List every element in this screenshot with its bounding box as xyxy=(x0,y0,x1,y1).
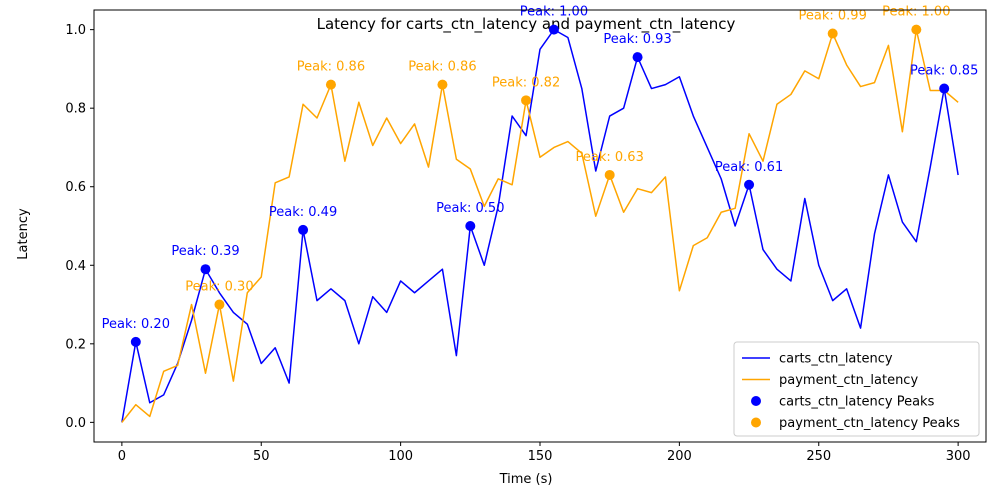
legend-marker-swatch xyxy=(751,396,761,406)
x-tick-label: 250 xyxy=(806,449,831,464)
axes: 0 50 100 150 200 250 300 0.0 0.2 0.4 0.6 0.8 1.0 xyxy=(65,23,970,464)
legend-entry-label: carts_ctn_latency xyxy=(779,352,893,367)
peak-marker xyxy=(130,336,141,347)
x-tick-label: 100 xyxy=(388,449,413,464)
peak-marker xyxy=(200,264,211,275)
legend-entry-label: payment_ctn_latency xyxy=(779,373,918,388)
peak-label: Peak: 0.82 xyxy=(492,75,560,90)
x-axis-title: Time (s) xyxy=(499,472,553,487)
y-tick-label: 0.4 xyxy=(65,259,86,274)
peak-label: Peak: 0.20 xyxy=(102,317,170,332)
y-tick-label: 0.8 xyxy=(65,102,86,117)
peak-label: Peak: 0.63 xyxy=(576,150,644,165)
peak-label: Peak: 0.50 xyxy=(436,201,504,216)
legend: carts_ctn_latency payment_ctn_latencycart… xyxy=(733,341,980,437)
plot-area: Peak: 0.20 Peak: 0.39 Peak: 0.49 Peak: 0.50… xyxy=(102,5,978,423)
x-tick-label: 300 xyxy=(946,449,971,464)
peak-marker xyxy=(521,95,532,106)
peak-label: Peak: 1.00 xyxy=(520,5,588,20)
y-tick-label: 1.0 xyxy=(65,23,86,38)
y-axis-title: Latency xyxy=(16,208,31,260)
peak-marker xyxy=(325,79,336,90)
y-tick-label: 0.6 xyxy=(65,180,86,195)
y-tick-label: 0.0 xyxy=(65,416,86,431)
peak-marker xyxy=(744,179,755,190)
peak-label: Peak: 0.39 xyxy=(171,244,239,259)
peak-marker xyxy=(214,299,225,310)
peak-label: Peak: 0.30 xyxy=(185,280,253,295)
peak-marker xyxy=(548,24,559,35)
peak-marker xyxy=(827,28,838,39)
peak-label: Peak: 0.85 xyxy=(910,64,978,79)
x-tick-label: 50 xyxy=(253,449,270,464)
series-line-carts_ctn_latency xyxy=(121,28,959,423)
legend-entry-label: carts_ctn_latency Peaks xyxy=(779,395,935,410)
peak-label: Peak: 0.86 xyxy=(297,60,365,75)
y-tick-label: 0.2 xyxy=(65,337,86,352)
peak-marker xyxy=(465,221,476,231)
peak-label: Peak: 0.61 xyxy=(715,160,783,175)
peak-label: Peak: 0.86 xyxy=(408,60,476,75)
peak-label: Peak: 0.49 xyxy=(269,205,337,220)
peak-marker xyxy=(939,83,950,94)
peak-label: Peak: 0.93 xyxy=(603,32,671,47)
legend-entry-label: payment_ctn_latency Peaks xyxy=(779,416,960,431)
peak-marker xyxy=(632,52,643,63)
peak-label: Peak: 0.99 xyxy=(799,9,867,24)
x-tick-label: 0 xyxy=(118,449,126,464)
chart-title: Latency for carts_ctn_latency and paymen… xyxy=(317,15,736,34)
peak-marker xyxy=(437,79,448,90)
peak-marker xyxy=(911,24,922,35)
x-tick-label: 200 xyxy=(667,449,692,464)
legend-marker-swatch xyxy=(751,417,761,428)
x-tick-label: 150 xyxy=(528,449,553,464)
peak-label: Peak: 1.00 xyxy=(882,5,950,20)
series-line-payment_ctn_latency xyxy=(121,28,959,423)
peak-marker xyxy=(298,224,309,235)
legend-box xyxy=(733,341,980,437)
peak-marker xyxy=(604,169,615,180)
